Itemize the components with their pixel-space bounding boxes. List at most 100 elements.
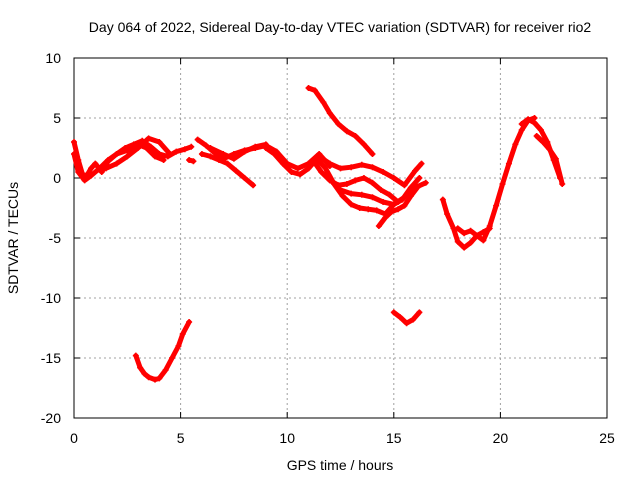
data-point bbox=[386, 191, 393, 198]
data-point bbox=[352, 133, 359, 139]
data-point bbox=[98, 169, 105, 175]
series-track-s bbox=[533, 133, 566, 187]
data-point bbox=[188, 143, 195, 150]
data-point bbox=[546, 146, 553, 153]
data-point bbox=[305, 165, 312, 172]
data-point bbox=[102, 165, 109, 172]
data-point bbox=[71, 151, 77, 157]
y-tick-label: -5 bbox=[49, 230, 62, 246]
data-point bbox=[96, 165, 103, 172]
data-point bbox=[348, 164, 355, 171]
data-point bbox=[358, 191, 365, 198]
data-point bbox=[141, 370, 148, 377]
data-point bbox=[311, 87, 318, 94]
data-point bbox=[241, 148, 248, 155]
data-point bbox=[152, 153, 159, 160]
data-point bbox=[233, 167, 240, 174]
series-track-q bbox=[454, 115, 538, 244]
data-point bbox=[145, 135, 152, 142]
series-track-n bbox=[390, 309, 423, 327]
series-track-m bbox=[375, 184, 421, 229]
series-track-o bbox=[132, 319, 193, 383]
data-point bbox=[262, 145, 269, 151]
data-point bbox=[378, 187, 385, 193]
data-point bbox=[348, 190, 355, 197]
data-point bbox=[540, 139, 547, 145]
chart-title: Day 064 of 2022, Sidereal Day-to-day VTE… bbox=[89, 19, 592, 35]
data-point bbox=[294, 165, 301, 172]
series-trace bbox=[71, 141, 167, 183]
data-point bbox=[88, 172, 95, 179]
data-point bbox=[305, 85, 312, 91]
data-point bbox=[288, 169, 295, 175]
data-point bbox=[356, 205, 363, 211]
data-point bbox=[454, 225, 461, 232]
data-point bbox=[137, 364, 144, 371]
data-point bbox=[271, 151, 278, 157]
x-axis-label: GPS time / hours bbox=[287, 457, 394, 473]
data-point bbox=[512, 141, 519, 148]
data-point bbox=[186, 319, 193, 325]
data-point bbox=[279, 160, 286, 167]
data-point bbox=[198, 151, 205, 157]
y-tick-label: -10 bbox=[41, 290, 61, 306]
data-point bbox=[335, 121, 342, 127]
data-point bbox=[194, 136, 201, 143]
data-point bbox=[525, 116, 532, 123]
y-axis-label: SDTVAR / TECUs bbox=[5, 182, 21, 294]
data-point bbox=[179, 331, 186, 337]
data-point bbox=[412, 167, 419, 174]
data-point bbox=[203, 142, 210, 149]
data-point bbox=[375, 223, 382, 229]
data-point bbox=[390, 309, 397, 316]
data-point bbox=[166, 151, 173, 157]
data-point bbox=[369, 164, 376, 171]
series-track-f bbox=[198, 151, 257, 189]
data-point bbox=[365, 206, 372, 213]
data-point bbox=[505, 160, 512, 167]
x-tick-labels: 0 5 10 15 20 25 bbox=[70, 430, 615, 446]
data-point bbox=[113, 151, 120, 157]
y-tick-label: 10 bbox=[45, 50, 61, 66]
data-point bbox=[552, 155, 559, 162]
data-point bbox=[326, 160, 333, 167]
y-tick-label: 5 bbox=[53, 110, 61, 126]
data-point bbox=[518, 127, 525, 133]
data-point bbox=[152, 376, 159, 383]
data-point bbox=[316, 153, 323, 160]
data-point bbox=[318, 169, 325, 175]
data-point bbox=[343, 181, 350, 187]
data-point bbox=[124, 147, 131, 154]
data-point bbox=[134, 145, 141, 151]
data-point bbox=[156, 139, 163, 145]
data-point bbox=[352, 177, 359, 184]
data-point bbox=[339, 193, 346, 199]
y-tick-label: -20 bbox=[41, 410, 61, 426]
data-point bbox=[537, 127, 544, 133]
data-point bbox=[309, 157, 316, 163]
data-point bbox=[390, 201, 397, 208]
series-track-c bbox=[102, 135, 173, 172]
data-point bbox=[360, 175, 367, 181]
data-point bbox=[348, 201, 355, 208]
data-point bbox=[143, 145, 150, 151]
data-point bbox=[454, 238, 461, 245]
data-point bbox=[75, 169, 82, 175]
data-point bbox=[360, 141, 367, 148]
data-point bbox=[461, 230, 468, 237]
data-point bbox=[533, 133, 540, 139]
data-point bbox=[145, 374, 152, 381]
data-point bbox=[156, 375, 163, 382]
data-point bbox=[250, 182, 257, 189]
data-point bbox=[181, 146, 188, 153]
data-point bbox=[173, 148, 180, 155]
data-point bbox=[407, 193, 414, 199]
data-point bbox=[444, 211, 451, 217]
x-tick-label: 5 bbox=[177, 430, 185, 446]
data-point bbox=[473, 232, 480, 239]
data-point bbox=[369, 194, 376, 201]
series-track-j bbox=[316, 153, 425, 189]
y-tick-label: 0 bbox=[53, 170, 61, 186]
data-point bbox=[380, 169, 387, 175]
